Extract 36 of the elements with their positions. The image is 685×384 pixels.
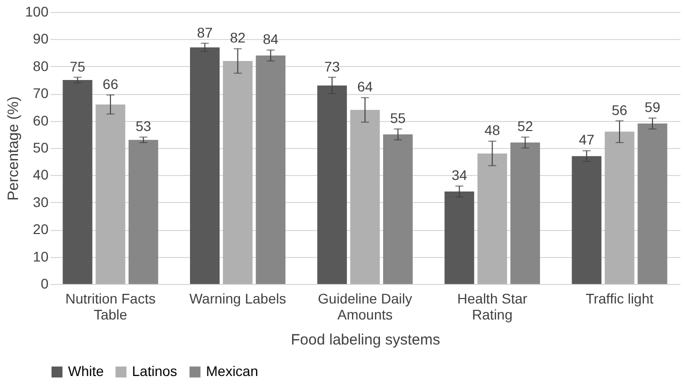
data-label: 52 bbox=[517, 118, 534, 134]
y-tick-label: 80 bbox=[32, 58, 49, 74]
data-label: 73 bbox=[324, 58, 340, 74]
y-tick-label: 100 bbox=[25, 4, 49, 20]
y-tick-label: 30 bbox=[32, 194, 49, 210]
y-tick-label: 60 bbox=[32, 112, 49, 128]
data-label: 64 bbox=[357, 78, 373, 95]
data-label: 75 bbox=[70, 58, 86, 74]
x-tick-label: Health Star Rating bbox=[457, 290, 528, 322]
y-tick-label: 10 bbox=[32, 248, 49, 264]
y-tick-label: 70 bbox=[32, 85, 49, 102]
data-label: 82 bbox=[230, 30, 246, 46]
data-label: 66 bbox=[102, 76, 118, 92]
y-axis-title: Percentage (%) bbox=[5, 96, 22, 201]
x-tick-label: Traffic light bbox=[586, 290, 654, 306]
y-tick-label: 20 bbox=[32, 221, 49, 238]
data-label: 55 bbox=[390, 110, 406, 126]
data-label: 47 bbox=[578, 132, 595, 148]
y-tick-label: 90 bbox=[32, 30, 49, 47]
legend-label: White bbox=[68, 363, 104, 379]
x-axis-title: Food labeling systems bbox=[290, 332, 440, 348]
x-tick-label: Warning Labels bbox=[189, 290, 286, 306]
data-label: 34 bbox=[452, 167, 468, 184]
data-label: 56 bbox=[612, 102, 628, 118]
y-tick-label: 0 bbox=[40, 276, 49, 292]
data-label: 84 bbox=[262, 31, 279, 48]
legend-label: Mexican bbox=[206, 363, 258, 379]
x-tick-label: Nutrition Facts Table bbox=[65, 290, 156, 322]
x-tick-label: Guideline Daily Amounts bbox=[318, 290, 412, 322]
data-label: 87 bbox=[197, 24, 213, 40]
y-tick-label: 40 bbox=[32, 166, 49, 183]
data-label: 48 bbox=[484, 122, 500, 138]
data-label: 59 bbox=[644, 99, 660, 116]
data-label: 53 bbox=[136, 118, 152, 134]
legend-label: Latinos bbox=[132, 363, 178, 379]
y-tick-label: 50 bbox=[32, 140, 49, 156]
